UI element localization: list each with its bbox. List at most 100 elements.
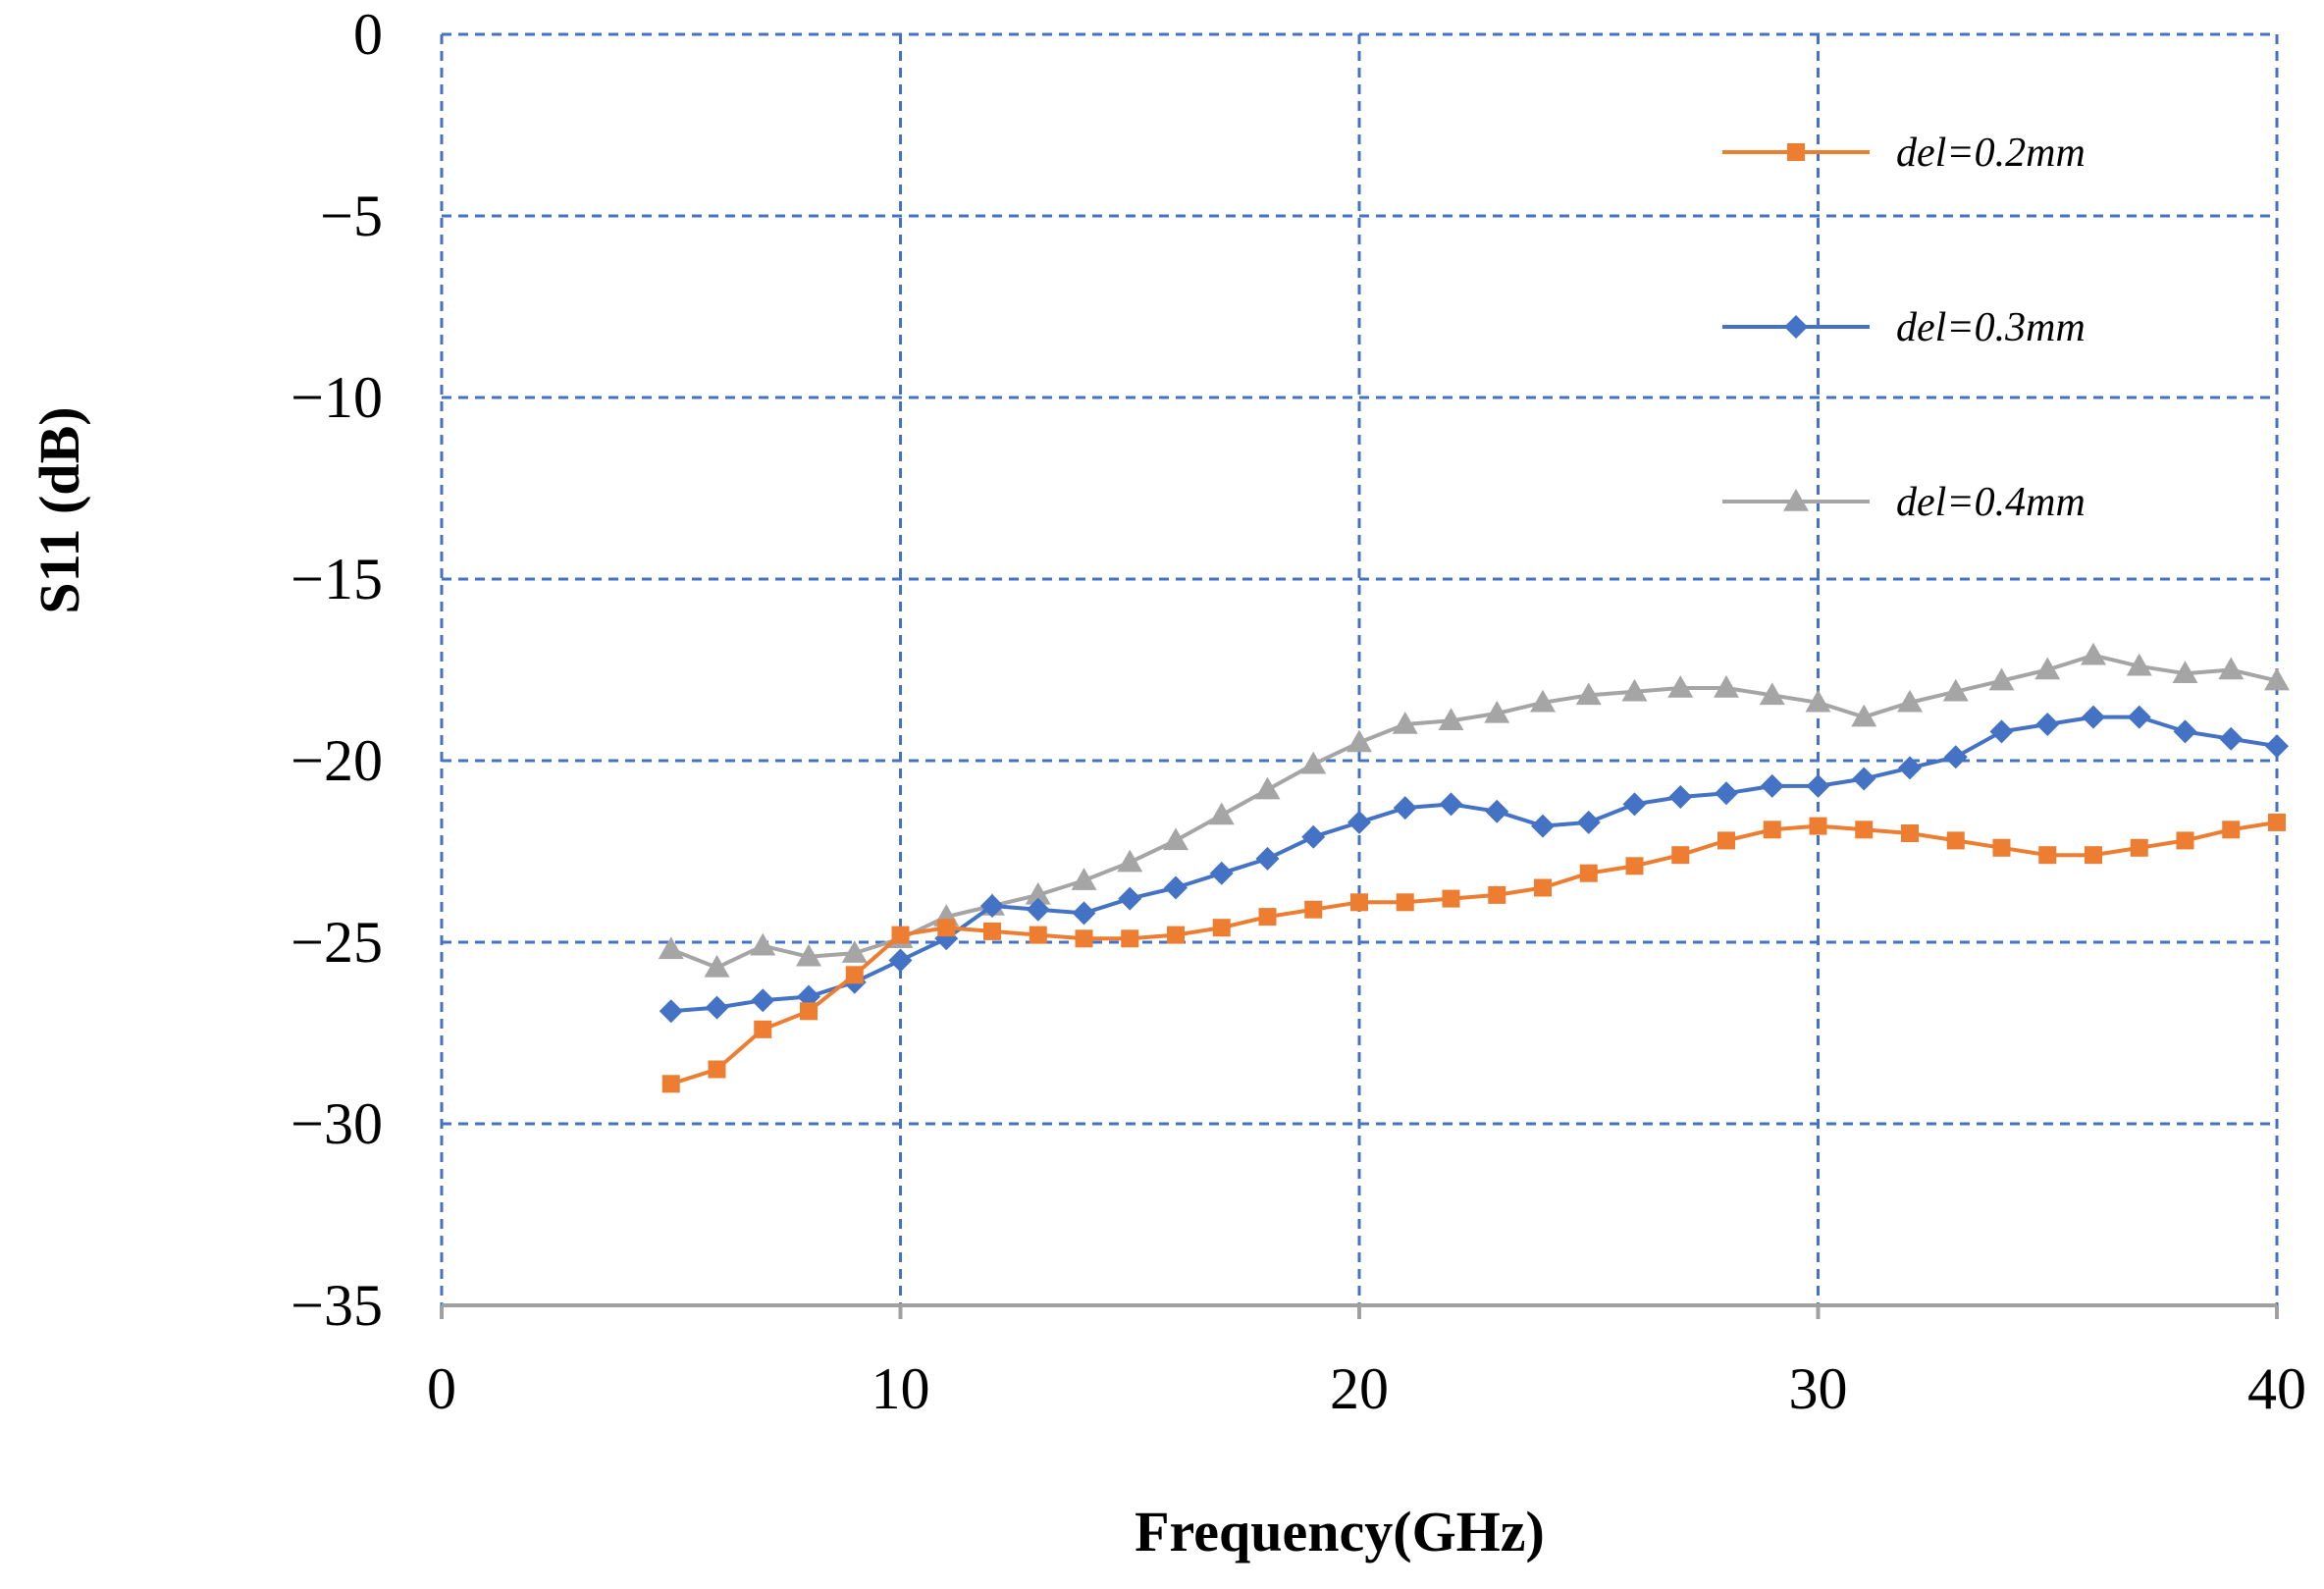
series-line bbox=[670, 653, 2278, 970]
data-point-square bbox=[1396, 893, 1414, 912]
data-point-square bbox=[800, 1002, 818, 1021]
y-tick-label: −30 bbox=[290, 1091, 383, 1156]
data-point-square bbox=[1534, 878, 1552, 897]
data-point-diamond bbox=[1026, 897, 1050, 922]
y-tick-label: −10 bbox=[290, 365, 383, 430]
data-point-triangle bbox=[796, 943, 821, 967]
data-point-diamond bbox=[1760, 773, 1784, 798]
data-point-triangle bbox=[1208, 802, 1235, 825]
data-point-square bbox=[1809, 817, 1827, 835]
y-tick-label: −20 bbox=[290, 728, 383, 793]
series-del=0.2mm bbox=[661, 813, 2286, 1093]
data-point-triangle bbox=[1163, 827, 1188, 851]
data-point-diamond bbox=[705, 995, 729, 1020]
data-point-square bbox=[1488, 885, 1506, 904]
data-point-square bbox=[2085, 846, 2102, 865]
data-point-square bbox=[1350, 893, 1368, 912]
data-point-triangle bbox=[1621, 678, 1648, 702]
data-point-diamond bbox=[1668, 785, 1693, 809]
data-point-square bbox=[1992, 838, 2011, 857]
data-point-diamond bbox=[1576, 810, 1601, 834]
data-point-square bbox=[661, 1075, 680, 1093]
x-tick-label: 10 bbox=[872, 1356, 930, 1421]
data-point-square bbox=[845, 966, 864, 984]
data-point-triangle bbox=[1942, 678, 1969, 702]
data-point-triangle bbox=[750, 932, 776, 956]
data-point-square bbox=[1946, 831, 1965, 850]
y-tick-label: −35 bbox=[290, 1273, 383, 1338]
data-point-diamond bbox=[1164, 875, 1188, 900]
x-tick-label: 20 bbox=[1330, 1356, 1389, 1421]
data-point-diamond bbox=[1622, 792, 1647, 817]
data-point-diamond bbox=[1715, 781, 1738, 806]
data-point-square bbox=[1212, 919, 1231, 937]
legend-label: del=0.4mm bbox=[1896, 480, 2086, 525]
data-point-diamond bbox=[1989, 719, 2014, 744]
data-point-square bbox=[754, 1020, 772, 1038]
data-point-triangle bbox=[2172, 661, 2198, 683]
x-tick-label: 0 bbox=[427, 1356, 456, 1421]
data-point-triangle bbox=[1988, 667, 2015, 691]
data-point-triangle bbox=[1575, 682, 1602, 706]
series-del=0.3mm bbox=[659, 705, 2289, 1024]
data-point-square bbox=[1121, 929, 1139, 948]
y-tick-label: −5 bbox=[320, 184, 383, 248]
data-point-diamond bbox=[1485, 799, 1509, 823]
y-tick-label: −15 bbox=[290, 547, 383, 611]
data-point-diamond bbox=[1439, 792, 1463, 817]
data-point-diamond bbox=[888, 948, 913, 973]
data-point-square bbox=[1167, 926, 1185, 944]
data-point-triangle bbox=[841, 940, 868, 963]
grid-layer bbox=[440, 32, 2279, 1305]
data-point-triangle bbox=[1392, 712, 1418, 734]
y-tick-label: 0 bbox=[353, 2, 383, 67]
data-point-diamond bbox=[2082, 705, 2105, 729]
legend-label: del=0.3mm bbox=[1896, 305, 2086, 350]
data-point-triangle bbox=[1530, 689, 1556, 713]
data-point-diamond bbox=[1393, 796, 1417, 821]
data-point-diamond bbox=[1072, 901, 1096, 926]
data-point-triangle bbox=[1805, 689, 1831, 713]
data-point-square bbox=[1625, 857, 1644, 875]
legend-item: del=0.3mm bbox=[1722, 305, 2086, 350]
data-point-triangle bbox=[2218, 657, 2245, 680]
series-del=0.4mm bbox=[658, 642, 2290, 978]
data-point-triangle bbox=[1851, 704, 1877, 727]
data-point-triangle bbox=[1714, 675, 1739, 698]
data-point-square bbox=[2268, 813, 2286, 831]
data-point-diamond bbox=[2173, 719, 2197, 744]
data-point-triangle bbox=[2081, 642, 2106, 665]
data-point-square bbox=[1855, 821, 1874, 839]
legend-item: del=0.2mm bbox=[1722, 131, 2086, 176]
data-point-diamond bbox=[1852, 767, 1876, 791]
data-point-square bbox=[1763, 821, 1781, 839]
data-point-triangle bbox=[1300, 751, 1327, 774]
legend: del=0.2mm del=0.3mm del=0.4mm bbox=[1722, 131, 2086, 525]
data-point-diamond bbox=[1943, 745, 1968, 769]
data-point-diamond bbox=[2035, 713, 2060, 736]
data-point-square bbox=[2038, 846, 2057, 865]
data-point-triangle bbox=[2126, 653, 2152, 676]
data-point-square bbox=[891, 926, 910, 944]
y-tick-label: −25 bbox=[290, 910, 383, 975]
legend-swatch-marker bbox=[1787, 143, 1805, 161]
legend-swatch-marker bbox=[1783, 489, 1809, 511]
data-point-triangle bbox=[1117, 849, 1143, 873]
data-point-diamond bbox=[980, 894, 1004, 918]
data-point-square bbox=[1717, 831, 1735, 850]
data-point-triangle bbox=[2264, 667, 2290, 691]
data-point-square bbox=[1029, 926, 1047, 944]
data-point-square bbox=[2222, 821, 2241, 839]
data-point-triangle bbox=[1025, 881, 1051, 905]
data-point-diamond bbox=[1209, 861, 1234, 885]
x-tick-label: 40 bbox=[2247, 1356, 2306, 1421]
data-point-diamond bbox=[1301, 824, 1326, 849]
data-point-diamond bbox=[2265, 734, 2289, 759]
legend-swatch-marker bbox=[1784, 315, 1808, 339]
data-point-square bbox=[1671, 846, 1690, 865]
data-point-diamond bbox=[1531, 814, 1555, 838]
data-point-triangle bbox=[1667, 675, 1694, 698]
legend-label: del=0.2mm bbox=[1896, 131, 2086, 176]
data-point-triangle bbox=[1484, 700, 1510, 723]
